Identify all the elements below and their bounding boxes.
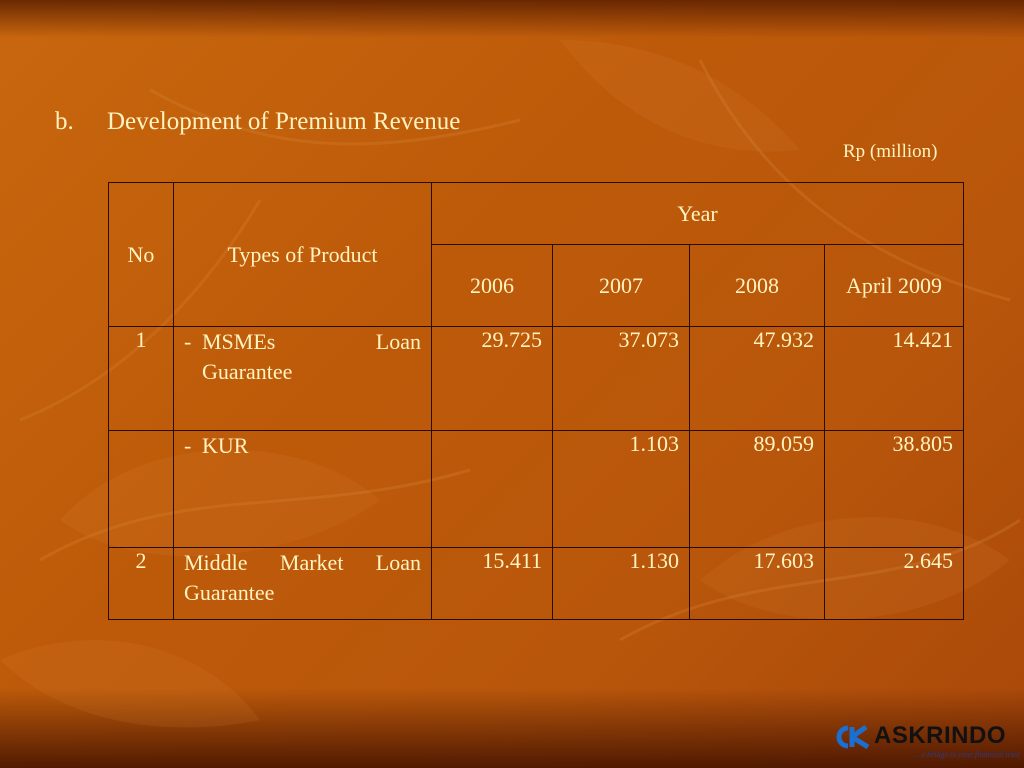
value-april-2009: 14.421 xyxy=(824,326,964,431)
product-name-line2: Guarantee xyxy=(202,359,293,384)
section-title: Development of Premium Revenue xyxy=(107,108,461,135)
value-2007: 1.130 xyxy=(552,547,690,620)
value-2008: 17.603 xyxy=(689,547,825,620)
logo-tagline: ... a bridge to your financial trust xyxy=(913,750,1020,759)
table-row: 2 Middle Market Loan Guarantee 15.411 1.… xyxy=(108,547,964,620)
row-number xyxy=(108,430,174,548)
section-marker: b. xyxy=(55,108,74,135)
logo-mark-icon xyxy=(836,725,870,749)
header-year-2006: 2006 xyxy=(431,244,553,327)
value-2006: 15.411 xyxy=(431,547,553,620)
askrindo-logo: ASKRINDO ... a bridge to your financial … xyxy=(828,722,1020,762)
product-name-line1: MSMEs Loan xyxy=(202,329,421,354)
value-2006 xyxy=(431,430,553,548)
list-dash: - xyxy=(184,433,192,458)
value-2008: 47.932 xyxy=(689,326,825,431)
value-2007: 1.103 xyxy=(552,430,690,548)
product-cell: - MSMEs Loan Guarantee xyxy=(173,326,432,431)
value-2006: 29.725 xyxy=(431,326,553,431)
value-april-2009: 2.645 xyxy=(824,547,964,620)
product-name-line1: Middle Market Loan xyxy=(184,550,421,575)
product-name-line1: KUR xyxy=(202,433,249,458)
unit-label: Rp (million) xyxy=(843,141,938,162)
header-year-2008: 2008 xyxy=(689,244,825,327)
product-cell: Middle Market Loan Guarantee xyxy=(173,547,432,620)
section-heading: b. Development of Premium Revenue xyxy=(55,108,460,136)
value-2007: 37.073 xyxy=(552,326,690,431)
value-april-2009: 38.805 xyxy=(824,430,964,548)
table-row: 1 - MSMEs Loan Guarantee 29.725 37.073 4… xyxy=(108,326,964,431)
header-year-april-2009: April 2009 xyxy=(824,244,964,327)
value-2008: 89.059 xyxy=(689,430,825,548)
premium-revenue-table: No Types of Product Year 2006 2007 2008 … xyxy=(108,182,964,620)
row-number: 2 xyxy=(108,547,174,620)
product-name-line2: Guarantee xyxy=(184,580,275,605)
row-number: 1 xyxy=(108,326,174,431)
logo-name: ASKRINDO xyxy=(874,722,1007,749)
header-no: No xyxy=(108,182,174,327)
header-year-2007: 2007 xyxy=(552,244,690,327)
header-year: Year xyxy=(431,182,964,245)
product-cell: - KUR xyxy=(173,430,432,548)
list-dash: - xyxy=(184,329,192,354)
header-types-of-product: Types of Product xyxy=(173,182,432,327)
table-row: - KUR 1.103 89.059 38.805 xyxy=(108,430,964,548)
